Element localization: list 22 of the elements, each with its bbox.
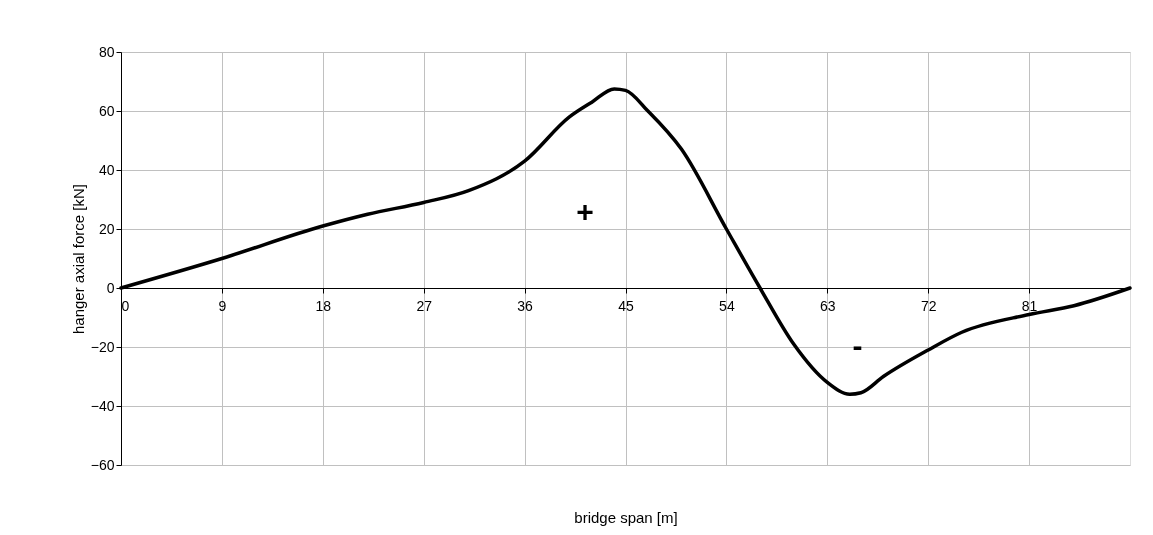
x-tick-label: 36: [517, 297, 534, 314]
annotation: -: [852, 328, 863, 362]
x-tick-label: 0: [121, 297, 130, 314]
y-tick-label: −40: [90, 397, 115, 414]
x-tick-label: 63: [820, 297, 836, 314]
x-tick-label: 72: [920, 297, 937, 314]
y-tick-label: 0: [106, 279, 115, 296]
y-tick-label: −60: [90, 456, 115, 473]
x-tick-label: 81: [1021, 297, 1038, 314]
x-tick-label: 9: [218, 297, 227, 314]
x-tick-label: 54: [719, 297, 735, 314]
x-tick-label: 45: [618, 297, 634, 314]
y-tick-label: 20: [98, 220, 115, 237]
y-axis-title: hanger axial force [kN]: [69, 183, 87, 335]
y-tick-label: 80: [98, 43, 115, 60]
y-tick-label: 40: [98, 161, 115, 178]
annotation: +: [576, 195, 594, 229]
y-tick-label: 60: [98, 102, 115, 119]
x-tick-label: 18: [315, 297, 332, 314]
x-tick-label: 27: [416, 297, 433, 314]
y-tick-label: −20: [90, 338, 115, 355]
x-axis-title: bridge span [m]: [574, 508, 678, 526]
